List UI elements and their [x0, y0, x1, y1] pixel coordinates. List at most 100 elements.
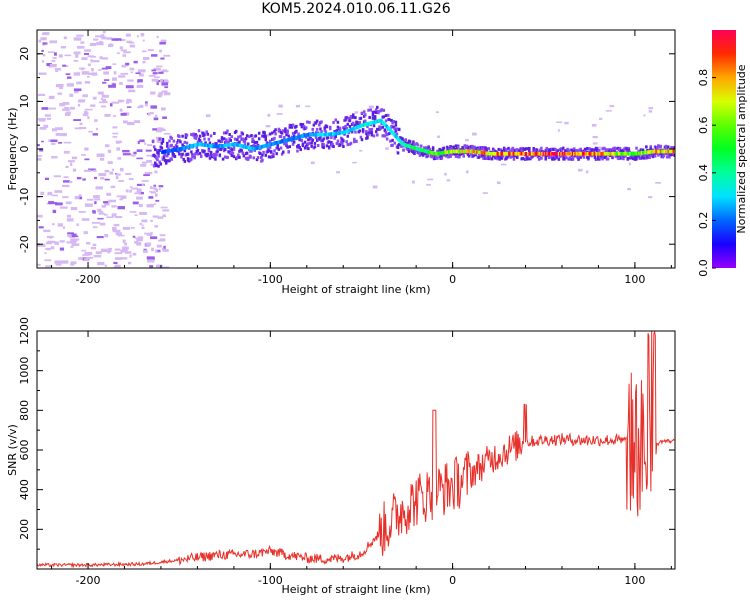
- noise-speckle: [150, 191, 156, 194]
- signal-halo: [319, 136, 322, 140]
- signal-halo: [332, 120, 335, 124]
- signal-halo: [590, 154, 593, 158]
- signal-halo: [348, 124, 352, 128]
- noise-speckle: [72, 238, 80, 241]
- signal-halo: [281, 129, 285, 133]
- signal-halo: [557, 157, 561, 161]
- signal-halo: [198, 139, 202, 143]
- signal-halo: [197, 129, 201, 133]
- noise-speckle: [100, 176, 105, 180]
- noise-speckle: [92, 210, 95, 213]
- signal-halo: [549, 154, 553, 158]
- signal-halo: [485, 149, 488, 153]
- signal-halo: [520, 148, 523, 152]
- y-tick-label: 10: [18, 94, 31, 108]
- noise-speckle: [64, 54, 72, 57]
- noise-speckle: [104, 233, 109, 238]
- noise-speckle: [42, 53, 46, 57]
- noise-speckle: [160, 40, 167, 42]
- signal-halo: [320, 130, 323, 134]
- signal-halo: [521, 156, 525, 160]
- noise-speckle: [151, 247, 154, 252]
- noise-speckle: [63, 150, 70, 154]
- noise-speckle: [143, 174, 150, 177]
- noise-speckle: [124, 242, 128, 246]
- noise-speckle: [76, 81, 82, 85]
- noise-speckle: [156, 82, 159, 86]
- signal-halo: [209, 151, 213, 155]
- noise-speckle: [146, 204, 154, 208]
- signal-halo: [226, 155, 229, 159]
- noise-speckle: [152, 72, 158, 75]
- signal-halo: [539, 148, 542, 152]
- noise-speckle: [84, 169, 92, 172]
- noise-speckle: [133, 60, 138, 64]
- signal-halo: [322, 143, 325, 147]
- signal-halo: [246, 156, 250, 160]
- noise-speckle: [145, 242, 152, 246]
- noise-speckle: [122, 120, 128, 124]
- signal-halo: [236, 156, 239, 160]
- signal-halo: [471, 144, 474, 148]
- noise-speckle: [113, 71, 117, 75]
- noise-speckle: [148, 112, 151, 116]
- noise-speckle: [605, 110, 612, 112]
- noise-speckle: [150, 231, 153, 235]
- x-tick-label: 100: [624, 273, 645, 286]
- signal-halo: [214, 157, 217, 161]
- noise-speckle: [73, 51, 81, 55]
- noise-speckle: [107, 161, 113, 165]
- signal-halo: [603, 147, 607, 151]
- x-tick-label: -200: [76, 574, 101, 587]
- noise-speckle: [99, 222, 106, 226]
- signal-halo: [336, 120, 340, 124]
- noise-speckle: [74, 127, 82, 130]
- signal-halo: [219, 148, 223, 152]
- signal-halo: [242, 154, 246, 158]
- noise-speckle: [368, 105, 374, 109]
- signal-halo: [663, 152, 667, 156]
- noise-speckle: [267, 113, 271, 117]
- signal-halo: [325, 125, 329, 129]
- signal-halo: [208, 141, 212, 145]
- signal-halo: [302, 125, 306, 129]
- signal-halo: [287, 134, 290, 138]
- noise-speckle: [122, 149, 130, 153]
- noise-speckle: [73, 37, 82, 41]
- signal-halo: [231, 151, 235, 155]
- signal-halo: [665, 155, 669, 159]
- signal-halo: [408, 140, 412, 144]
- noise-speckle: [154, 170, 158, 174]
- signal-halo: [668, 155, 671, 159]
- noise-speckle: [149, 265, 154, 268]
- noise-speckle: [58, 54, 63, 58]
- noise-speckle: [70, 241, 77, 244]
- noise-speckle: [42, 42, 48, 45]
- signal-halo: [266, 147, 270, 151]
- signal-halo: [362, 110, 366, 114]
- noise-speckle: [90, 246, 96, 250]
- signal-halo: [279, 134, 283, 138]
- signal-halo: [477, 147, 481, 151]
- signal-halo: [571, 155, 575, 159]
- signal-halo: [406, 141, 410, 145]
- signal-halo: [190, 157, 193, 161]
- noise-speckle: [45, 265, 52, 268]
- signal-halo: [285, 133, 288, 137]
- noise-speckle: [153, 203, 157, 205]
- noise-speckle: [37, 157, 42, 161]
- noise-speckle: [120, 112, 127, 116]
- noise-speckle: [154, 225, 159, 228]
- x-tick-label: -100: [258, 574, 283, 587]
- noise-speckle: [88, 168, 96, 171]
- noise-speckle: [62, 102, 70, 105]
- signal-halo: [347, 131, 351, 135]
- noise-speckle: [98, 173, 107, 177]
- signal-halo: [635, 146, 638, 150]
- signal-halo: [195, 145, 199, 149]
- noise-speckle: [134, 237, 141, 240]
- signal-halo: [299, 122, 302, 126]
- signal-halo: [500, 156, 504, 160]
- noise-speckle: [103, 79, 110, 81]
- signal-halo: [196, 152, 200, 156]
